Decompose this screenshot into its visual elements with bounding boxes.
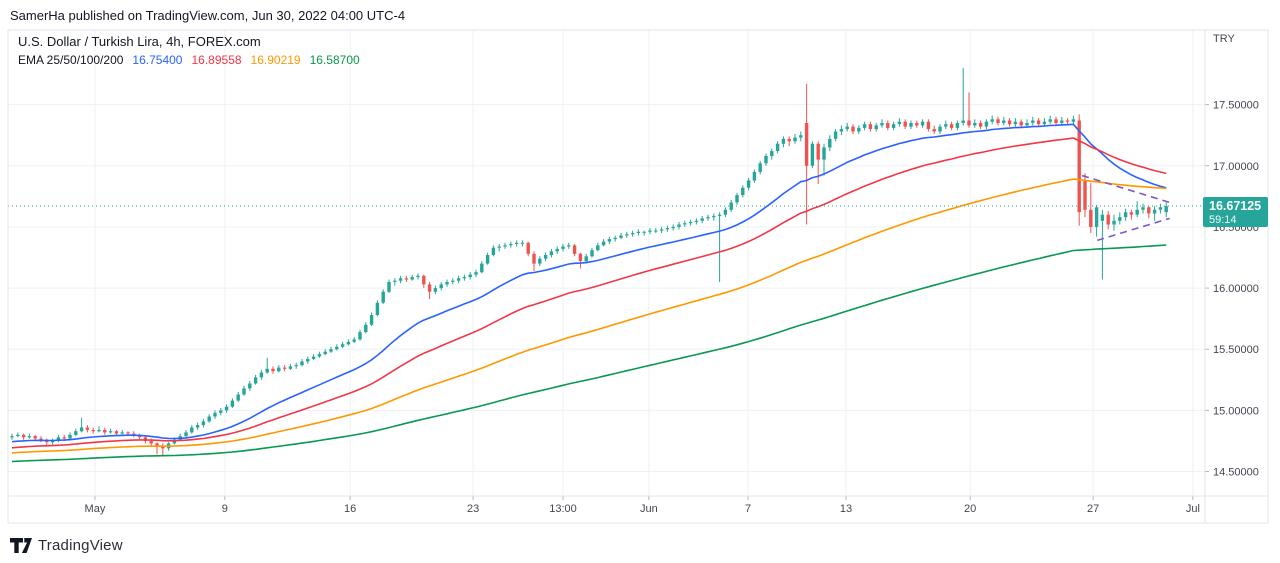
svg-text:20: 20 [964,503,976,515]
svg-text:17.50000: 17.50000 [1213,100,1259,112]
ema-100-value: 16.90219 [250,53,301,67]
svg-text:23: 23 [467,503,479,515]
ema-50-line [11,137,1167,449]
trendline-1 [1081,174,1170,204]
last-price-badge: 16.67125 59:14 [1203,197,1268,227]
trendline-2 [1096,217,1170,242]
svg-text:16.00000: 16.00000 [1213,283,1259,295]
attribution-text: SamerHa published on TradingView.com, Ju… [10,7,406,23]
svg-text:17.00000: 17.00000 [1213,161,1259,173]
indicator-legend: EMA 25/50/100/200 16.75400 16.89558 16.9021… [18,52,360,69]
svg-text:15.50000: 15.50000 [1213,344,1259,356]
price-axis[interactable] [1205,30,1268,523]
legend: U.S. Dollar / Turkish Lira, 4h, FOREX.co… [18,33,360,69]
pane-borders [7,29,1269,524]
last-price: 16.67125 [1209,199,1262,213]
svg-text:9: 9 [222,503,228,515]
tradingview-mark-icon [10,537,32,553]
ema-200-value: 16.58700 [309,53,360,67]
attribution-bar: SamerHa published on TradingView.com, Ju… [10,0,405,30]
time-axis-labels: May 9 16 23 13:00 Jun 7 13 20 27 Jul [85,496,1200,515]
tradingview-wordmark: TradingView [38,536,123,554]
svg-text:16: 16 [344,503,356,515]
ema-lines [11,123,1167,463]
candlesticks [10,67,1168,456]
tradingview-logo[interactable]: TradingView [10,535,123,555]
trendlines [1081,174,1170,242]
svg-text:May: May [85,503,106,515]
bar-countdown: 59:14 [1209,214,1237,226]
svg-text:Jul: Jul [1186,503,1200,515]
ema-200-line [11,244,1167,463]
svg-text:13: 13 [840,503,852,515]
ema-25-line [11,123,1167,443]
gridlines [8,30,1205,496]
time-axis[interactable] [8,496,1205,523]
ema-25-value: 16.75400 [132,53,183,67]
indicator-label: EMA 25/50/100/200 [18,53,124,67]
symbol-title: U.S. Dollar / Turkish Lira, 4h, FOREX.co… [18,34,261,49]
svg-text:7: 7 [745,503,751,515]
svg-text:27: 27 [1087,503,1099,515]
ema-50-value: 16.89558 [191,53,242,67]
axis-currency-label: TRY [1213,33,1235,45]
svg-text:Jun: Jun [640,503,658,515]
svg-text:15.00000: 15.00000 [1213,405,1259,417]
svg-text:13:00: 13:00 [549,503,577,515]
ema-100-line [11,178,1167,454]
svg-text:14.50000: 14.50000 [1213,467,1259,479]
